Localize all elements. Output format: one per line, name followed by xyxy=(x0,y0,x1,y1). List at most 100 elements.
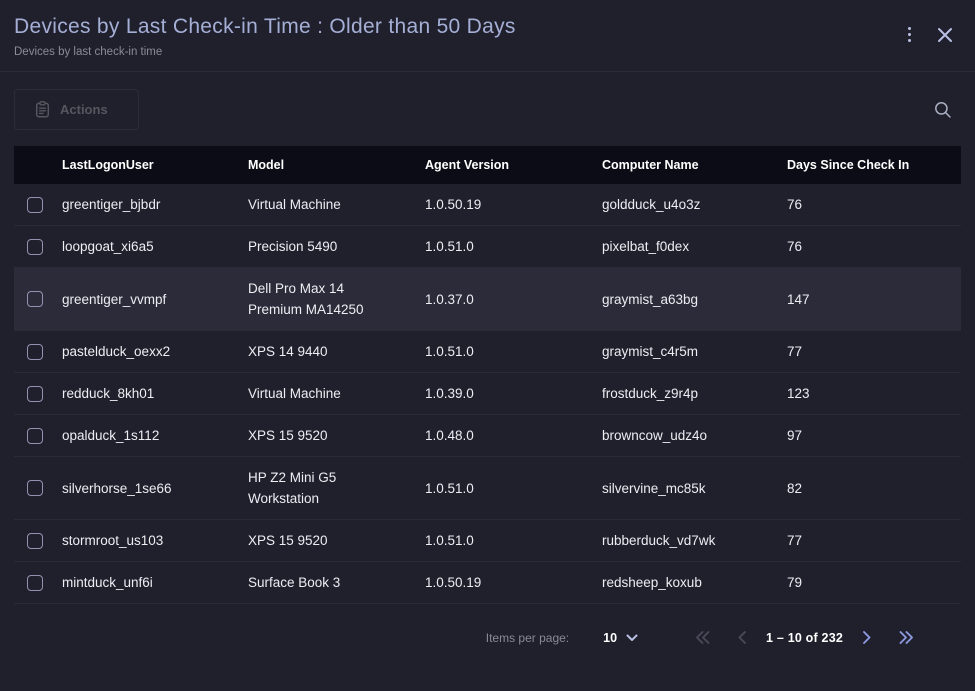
row-checkbox[interactable] xyxy=(27,532,43,549)
cell-last-logon-user: mintduck_unf6i xyxy=(62,575,153,590)
prev-page-button[interactable] xyxy=(733,626,752,649)
row-checkbox-cell xyxy=(14,427,62,444)
items-per-page-label: Items per page: xyxy=(485,630,570,645)
devices-table: LastLogonUser Model Agent Version Computer … xyxy=(14,146,961,604)
table-row: pastelduck_oexx2 XPS 14 9440 1.0.51.0 graym… xyxy=(14,331,961,373)
items-per-page-select[interactable]: 10 xyxy=(603,631,638,645)
row-checkbox-cell xyxy=(14,343,62,360)
row-checkbox[interactable] xyxy=(27,385,43,402)
table-row: loopgoat_xi6a5 Precision 5490 1.0.51.0 pixe… xyxy=(14,226,961,268)
row-checkbox-cell xyxy=(14,480,62,496)
cell-agent-version: 1.0.50.19 xyxy=(425,575,482,590)
cell-model: XPS 14 9440 xyxy=(248,344,328,359)
row-checkbox[interactable] xyxy=(27,196,43,213)
cell-days-since-check-in: 76 xyxy=(787,197,803,212)
table-body: greentiger_bjbdr Virtual Machine 1.0.50.19… xyxy=(14,184,961,604)
cell-model: HP Z2 Mini G5 Workstation xyxy=(248,470,337,506)
modal-header: Devices by Last Check-in Time : Older th… xyxy=(0,0,975,72)
cell-model: XPS 15 9520 xyxy=(248,533,328,548)
cell-days-since-check-in: 82 xyxy=(787,480,803,496)
cell-model: Dell Pro Max 14 Premium MA14250 xyxy=(248,281,364,317)
cell-computer-name: graymist_c4r5m xyxy=(602,344,699,359)
cell-last-logon-user: greentiger_bjbdr xyxy=(62,197,161,212)
pager: 1 – 10 of 232 xyxy=(690,626,919,649)
cell-last-logon-user: opalduck_1s112 xyxy=(62,428,160,443)
row-checkbox-cell xyxy=(14,238,62,255)
cell-agent-version: 1.0.51.0 xyxy=(425,480,474,496)
row-checkbox[interactable] xyxy=(27,291,43,307)
cell-agent-version: 1.0.39.0 xyxy=(425,386,474,401)
next-page-button[interactable] xyxy=(857,626,876,649)
cell-computer-name: graymist_a63bg xyxy=(602,291,699,307)
cell-agent-version: 1.0.51.0 xyxy=(425,239,474,254)
cell-model: Virtual Machine xyxy=(248,197,341,212)
close-icon[interactable] xyxy=(933,23,957,47)
row-checkbox-cell xyxy=(14,385,62,402)
cell-days-since-check-in: 77 xyxy=(787,533,803,548)
table-row: silverhorse_1se66 HP Z2 Mini G5 Workstati… xyxy=(14,457,961,520)
table-row: opalduck_1s112 XPS 15 9520 1.0.48.0 brownco… xyxy=(14,415,961,457)
cell-days-since-check-in: 79 xyxy=(787,575,803,590)
cell-model: XPS 15 9520 xyxy=(248,428,328,443)
column-header-agent-version: Agent Version xyxy=(425,158,510,172)
page-range-label: 1 – 10 of 232 xyxy=(766,630,843,645)
column-header-model: Model xyxy=(248,158,285,172)
table-row: greentiger_vvmpf Dell Pro Max 14 Premium … xyxy=(14,268,961,331)
cell-computer-name: browncow_udz4o xyxy=(602,428,708,443)
cell-agent-version: 1.0.37.0 xyxy=(425,291,474,307)
cell-days-since-check-in: 123 xyxy=(787,386,810,401)
row-checkbox-cell xyxy=(14,532,62,549)
table-row: stormroot_us103 XPS 15 9520 1.0.51.0 rubber… xyxy=(14,520,961,562)
cell-agent-version: 1.0.51.0 xyxy=(425,533,474,548)
row-checkbox-cell xyxy=(14,574,62,591)
toolbar: Actions xyxy=(0,72,975,130)
row-checkbox[interactable] xyxy=(27,427,43,444)
row-checkbox[interactable] xyxy=(27,480,43,496)
row-checkbox-cell xyxy=(14,291,62,307)
cell-computer-name: rubberduck_vd7wk xyxy=(602,533,716,548)
chevron-down-icon xyxy=(626,634,638,642)
kebab-menu-icon[interactable] xyxy=(900,21,919,48)
table-row: greentiger_bjbdr Virtual Machine 1.0.50.19… xyxy=(14,184,961,226)
clipboard-icon xyxy=(35,101,50,118)
cell-model: Virtual Machine xyxy=(248,386,341,401)
last-page-button[interactable] xyxy=(894,626,919,649)
cell-days-since-check-in: 147 xyxy=(787,291,810,307)
actions-button[interactable]: Actions xyxy=(14,89,139,130)
cell-agent-version: 1.0.51.0 xyxy=(425,344,474,359)
cell-agent-version: 1.0.48.0 xyxy=(425,428,474,443)
row-checkbox[interactable] xyxy=(27,574,43,591)
actions-button-label: Actions xyxy=(60,102,108,117)
cell-computer-name: frostduck_z9r4p xyxy=(602,386,699,401)
row-checkbox[interactable] xyxy=(27,343,43,360)
cell-model: Surface Book 3 xyxy=(248,575,341,590)
row-checkbox[interactable] xyxy=(27,238,43,255)
header-icons xyxy=(900,21,957,48)
cell-computer-name: pixelbat_f0dex xyxy=(602,239,690,254)
page-title: Devices by Last Check-in Time : Older th… xyxy=(14,15,516,38)
pagination-bar: Items per page: 10 1 – 10 of 232 xyxy=(0,604,975,649)
cell-last-logon-user: greentiger_vvmpf xyxy=(62,291,167,307)
cell-last-logon-user: loopgoat_xi6a5 xyxy=(62,239,154,254)
column-header-lastlogonuser: LastLogonUser xyxy=(62,158,154,172)
cell-computer-name: redsheep_koxub xyxy=(602,575,702,590)
cell-last-logon-user: silverhorse_1se66 xyxy=(62,480,172,496)
search-icon[interactable] xyxy=(929,96,957,124)
header-text-block: Devices by Last Check-in Time : Older th… xyxy=(14,15,516,58)
cell-days-since-check-in: 97 xyxy=(787,428,803,443)
column-header-days-since-check-in: Days Since Check In xyxy=(787,158,910,172)
table-row: mintduck_unf6i Surface Book 3 1.0.50.19 red… xyxy=(14,562,961,604)
cell-agent-version: 1.0.50.19 xyxy=(425,197,482,212)
cell-last-logon-user: redduck_8kh01 xyxy=(62,386,155,401)
cell-last-logon-user: pastelduck_oexx2 xyxy=(62,344,171,359)
cell-computer-name: silvervine_mc85k xyxy=(602,480,706,496)
items-per-page-value: 10 xyxy=(603,630,618,645)
cell-computer-name: goldduck_u4o3z xyxy=(602,197,701,212)
cell-model: Precision 5490 xyxy=(248,239,338,254)
cell-days-since-check-in: 76 xyxy=(787,239,803,254)
table-row: redduck_8kh01 Virtual Machine 1.0.39.0 fros… xyxy=(14,373,961,415)
first-page-button[interactable] xyxy=(690,626,715,649)
column-header-computer-name: Computer Name xyxy=(602,158,699,172)
page-subtitle: Devices by last check-in time xyxy=(14,46,163,58)
